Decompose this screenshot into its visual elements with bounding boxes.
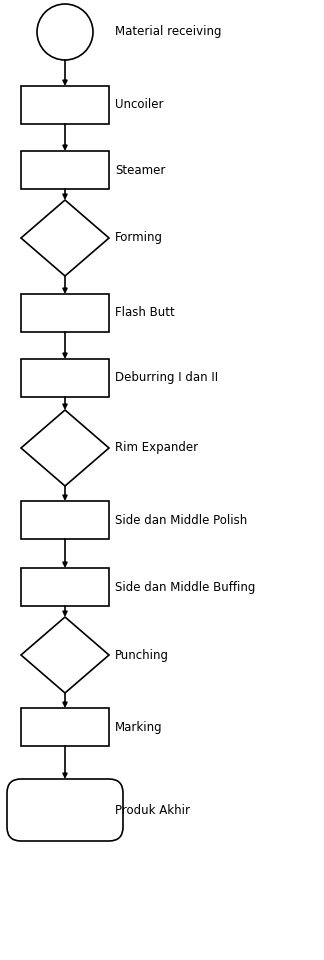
Text: Steamer: Steamer [115, 163, 165, 177]
Polygon shape [21, 200, 109, 276]
Text: Rim Expander: Rim Expander [115, 442, 198, 454]
Text: Punching: Punching [115, 649, 169, 661]
Polygon shape [21, 410, 109, 486]
Text: Material receiving: Material receiving [115, 26, 222, 38]
Text: Side dan Middle Buffing: Side dan Middle Buffing [115, 581, 255, 593]
FancyBboxPatch shape [21, 708, 109, 746]
Text: Marking: Marking [115, 721, 163, 733]
Text: Uncoiler: Uncoiler [115, 99, 164, 111]
Circle shape [37, 4, 93, 60]
FancyBboxPatch shape [21, 294, 109, 332]
FancyBboxPatch shape [21, 359, 109, 397]
Text: Forming: Forming [115, 231, 163, 245]
FancyBboxPatch shape [21, 151, 109, 189]
Polygon shape [21, 617, 109, 693]
Text: Side dan Middle Polish: Side dan Middle Polish [115, 514, 247, 526]
FancyBboxPatch shape [7, 779, 123, 841]
FancyBboxPatch shape [21, 568, 109, 606]
FancyBboxPatch shape [21, 86, 109, 124]
Text: Produk Akhir: Produk Akhir [115, 804, 190, 817]
Text: Deburring I dan II: Deburring I dan II [115, 372, 218, 385]
FancyBboxPatch shape [21, 501, 109, 539]
Text: Flash Butt: Flash Butt [115, 306, 175, 320]
